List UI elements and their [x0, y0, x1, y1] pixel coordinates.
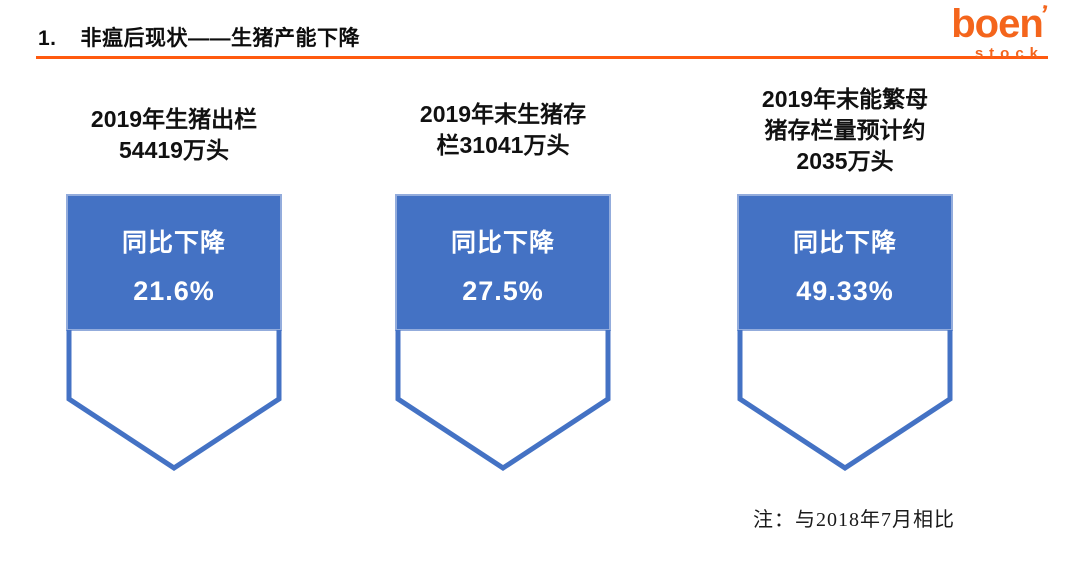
heading-line: 2019年末生猪存 [419, 101, 587, 127]
heading-line: 2035万头 [796, 148, 894, 174]
heading-line: 栏31041万头 [436, 132, 570, 158]
pennant-outline-shape [737, 330, 953, 471]
stat-column-muzhu: 2019年末能繁母 猪存栏量预计约 2035万头 同比下降 49.33% [737, 0, 953, 581]
stat-column-chusan: 2019年生猪出栏 54419万头 同比下降 21.6% [66, 0, 282, 581]
banner-label: 同比下降 [121, 228, 226, 257]
banner-rect: 同比下降 49.33% [737, 194, 953, 331]
logo-subtext: stock [974, 45, 1044, 62]
banner-rect: 同比下降 27.5% [395, 194, 611, 331]
banner-rect: 同比下降 21.6% [66, 194, 282, 331]
pennant-outline-shape [395, 330, 611, 471]
banner-value: 49.33% [796, 275, 894, 306]
banner-label: 同比下降 [792, 228, 897, 257]
pennant-outline-shape [66, 330, 282, 471]
column-heading: 2019年生猪出栏 54419万头 [14, 104, 334, 166]
brand-logo: boen’ stock [951, 0, 1049, 62]
logo-wordmark: boen’ [951, 0, 1049, 46]
title-underline [36, 56, 1048, 59]
column-heading: 2019年末能繁母 猪存栏量预计约 2035万头 [685, 84, 1005, 177]
footnote: 注：与2018年7月相比 [753, 509, 955, 531]
title-number: 1. [38, 27, 57, 50]
column-heading: 2019年末生猪存 栏31041万头 [343, 99, 663, 161]
logo-text: boen [951, 2, 1044, 46]
heading-line: 54419万头 [119, 137, 229, 163]
stat-column-cunlan: 2019年末生猪存 栏31041万头 同比下降 27.5% [395, 0, 611, 581]
page-title: 1. 非瘟后现状——生猪产能下降 [38, 22, 360, 52]
heading-line: 2019年末能繁母 [761, 86, 929, 112]
banner-value: 27.5% [462, 275, 544, 306]
heading-line: 2019年生猪出栏 [90, 106, 258, 132]
banner-value: 21.6% [133, 275, 215, 306]
banner-label: 同比下降 [450, 228, 555, 257]
title-text: 非瘟后现状——生猪产能下降 [80, 27, 361, 50]
heading-line: 猪存栏量预计约 [764, 117, 926, 143]
